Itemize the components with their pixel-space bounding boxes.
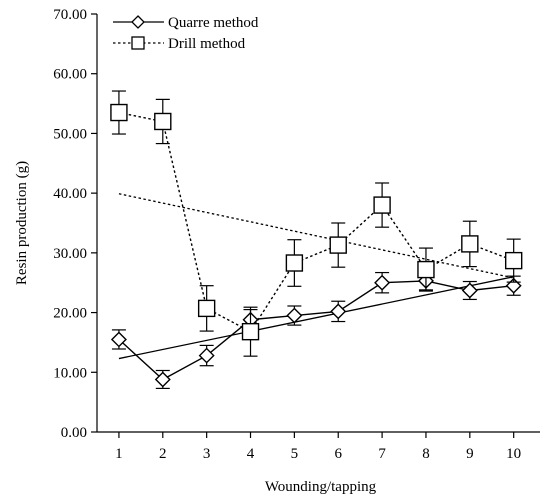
data-point-diamond: [110, 331, 127, 348]
plot-area: [110, 90, 523, 390]
data-point-diamond: [330, 303, 347, 320]
legend: Quarre method Drill method: [113, 15, 259, 52]
y-tick-label: 40.00: [53, 186, 87, 202]
data-point-square: [285, 254, 304, 272]
legend-marker-diamond: [131, 15, 145, 29]
y-tick-label: 70.00: [53, 7, 87, 23]
legend-label: Quarre method: [168, 15, 259, 31]
trendline-quarre-method: [118, 276, 514, 360]
data-point-square: [241, 322, 260, 341]
data-point-square: [154, 112, 172, 131]
x-tick-label: 10: [506, 446, 521, 462]
data-point-diamond: [154, 371, 171, 388]
x-tick-label: 7: [378, 446, 386, 462]
y-tick-label: 50.00: [53, 126, 87, 142]
x-tick-label: 1: [115, 446, 123, 462]
data-point-diamond: [198, 347, 215, 364]
legend-label: Drill method: [168, 36, 246, 52]
y-tick-label: 10.00: [53, 365, 87, 381]
y-tick-label: 30.00: [53, 246, 87, 262]
data-point-diamond: [374, 274, 391, 291]
trendlines: [118, 193, 514, 360]
x-tick-label: 9: [466, 446, 474, 462]
series-line-quarre-method: [118, 280, 514, 381]
legend-marker-square: [131, 36, 145, 50]
legend-entry-quarre-method: Quarre method: [113, 15, 259, 31]
trendline-drill-method: [118, 193, 514, 279]
data-point-square: [373, 196, 391, 214]
series-line-drill-method: [118, 111, 514, 333]
y-tick-label: 20.00: [53, 306, 87, 322]
data-point-diamond: [286, 307, 303, 324]
x-axis-title: Wounding/tapping: [265, 479, 377, 495]
data-point-square: [110, 103, 128, 122]
x-tick-label: 6: [334, 446, 342, 462]
data-point-diamond: [461, 282, 478, 299]
x-tick-label: 4: [247, 446, 255, 462]
series-quarre-method: [110, 271, 522, 390]
y-tick-label: 0.00: [61, 425, 87, 441]
x-tick-label: 5: [291, 446, 299, 462]
data-point-square: [417, 260, 435, 279]
data-point-square: [197, 299, 216, 318]
axes: 0.00 10.00 20.00 30.00 40.00 50.00 60.00 70.00 1…: [14, 7, 540, 495]
x-tick-label: 3: [203, 446, 211, 462]
x-tick-label: 2: [159, 446, 167, 462]
data-point-square: [461, 235, 479, 253]
data-point-square: [329, 236, 347, 254]
x-tick-label: 8: [422, 446, 430, 462]
y-axis-title: Resin production (g): [14, 161, 30, 285]
legend-entry-drill-method: Drill method: [113, 36, 246, 52]
series-drill-method: [110, 90, 523, 357]
data-point-square: [504, 251, 523, 270]
y-tick-label: 60.00: [53, 67, 87, 83]
